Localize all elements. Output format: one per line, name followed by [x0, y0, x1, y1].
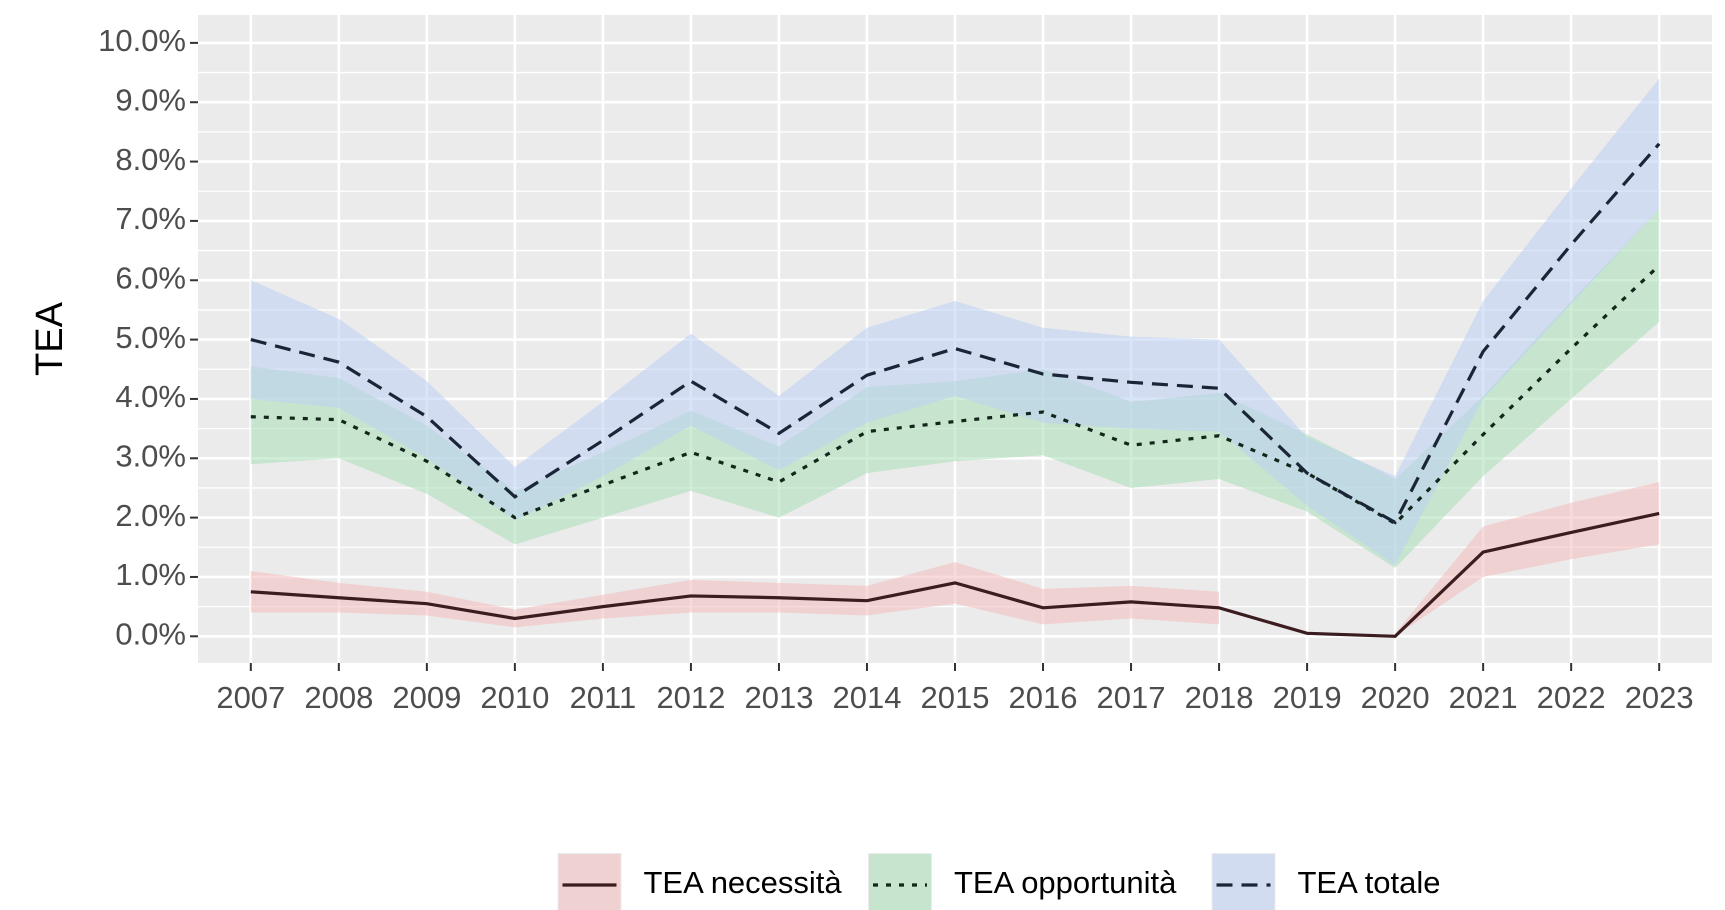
series-line — [250, 142, 1661, 525]
legend-key-fill — [1212, 854, 1275, 910]
legend-label: TEA necessità — [644, 865, 843, 900]
y-tick-label: 7.0% — [115, 201, 186, 236]
x-tick-label: 2016 — [1009, 680, 1078, 715]
confidence-band — [1395, 482, 1660, 637]
x-tick-label: 2008 — [304, 680, 373, 715]
x-tick-label: 2009 — [392, 680, 461, 715]
x-tick-label: 2013 — [744, 680, 813, 715]
y-tick-label: 1.0% — [115, 557, 186, 592]
legend-key-fill — [558, 854, 621, 910]
x-tick-label: 2020 — [1361, 680, 1430, 715]
y-tick-label: 8.0% — [115, 142, 186, 177]
y-tick-label: 6.0% — [115, 260, 186, 295]
y-axis-label: TEA — [29, 301, 71, 376]
series-line — [250, 511, 1660, 638]
y-tick-label: 4.0% — [115, 379, 186, 414]
confidence-band — [250, 78, 1660, 566]
x-tick-label: 2010 — [480, 680, 549, 715]
y-tick-label: 2.0% — [115, 498, 186, 533]
x-tick-label: 2014 — [832, 680, 901, 715]
legend-label: TEA totale — [1298, 865, 1441, 900]
legend-label: TEA opportunità — [954, 865, 1177, 900]
x-tick-label: 2017 — [1097, 680, 1166, 715]
x-tick-label: 2018 — [1185, 680, 1254, 715]
legend-key-fill — [869, 854, 931, 910]
y-tick-label: 3.0% — [115, 438, 186, 473]
x-tick-label: 2021 — [1449, 680, 1518, 715]
x-tick-label: 2011 — [570, 680, 637, 715]
x-tick-label: 2012 — [656, 680, 725, 715]
x-tick-label: 2023 — [1625, 680, 1694, 715]
y-tick-label: 10.0% — [98, 23, 186, 58]
x-tick-label: 2019 — [1273, 680, 1342, 715]
x-tick-label: 2015 — [921, 680, 990, 715]
x-tick-label: 2007 — [216, 680, 285, 715]
x-tick-label: 2022 — [1537, 680, 1606, 715]
y-tick-label: 5.0% — [115, 320, 186, 355]
y-tick-label: 0.0% — [115, 616, 186, 651]
y-tick-label: 9.0% — [115, 82, 186, 117]
confidence-band — [250, 562, 1220, 628]
